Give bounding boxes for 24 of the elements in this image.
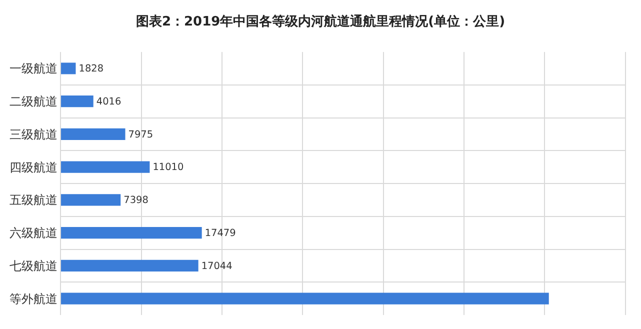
y-tick-label: 七级航道 <box>10 258 58 273</box>
y-tick-label: 等外航道 <box>10 292 58 306</box>
bar <box>61 128 126 140</box>
data-label: 7398 <box>124 195 148 206</box>
data-label: 11010 <box>152 162 184 174</box>
bar <box>61 161 150 173</box>
bar <box>61 194 121 206</box>
data-label: 4016 <box>96 96 122 108</box>
data-label: 17044 <box>201 260 232 272</box>
bar <box>61 96 94 108</box>
bar <box>61 292 549 304</box>
y-tick-label: 一级航道 <box>10 62 58 76</box>
y-tick-label: 三级航道 <box>10 127 58 142</box>
bar <box>61 62 76 74</box>
chart-title: 图表2：2019年中国各等级内河航道通航里程情况(单位：公里) <box>136 14 506 30</box>
data-label: 7975 <box>128 129 154 140</box>
bar <box>61 260 198 272</box>
bar <box>61 227 202 239</box>
data-label: 17479 <box>204 228 236 239</box>
data-label: 1828 <box>78 64 104 75</box>
y-tick-label: 六级航道 <box>10 226 58 240</box>
y-tick-label: 四级航道 <box>10 160 58 174</box>
y-tick-label: 二级航道 <box>10 94 58 109</box>
y-tick-label: 五级航道 <box>10 193 58 208</box>
